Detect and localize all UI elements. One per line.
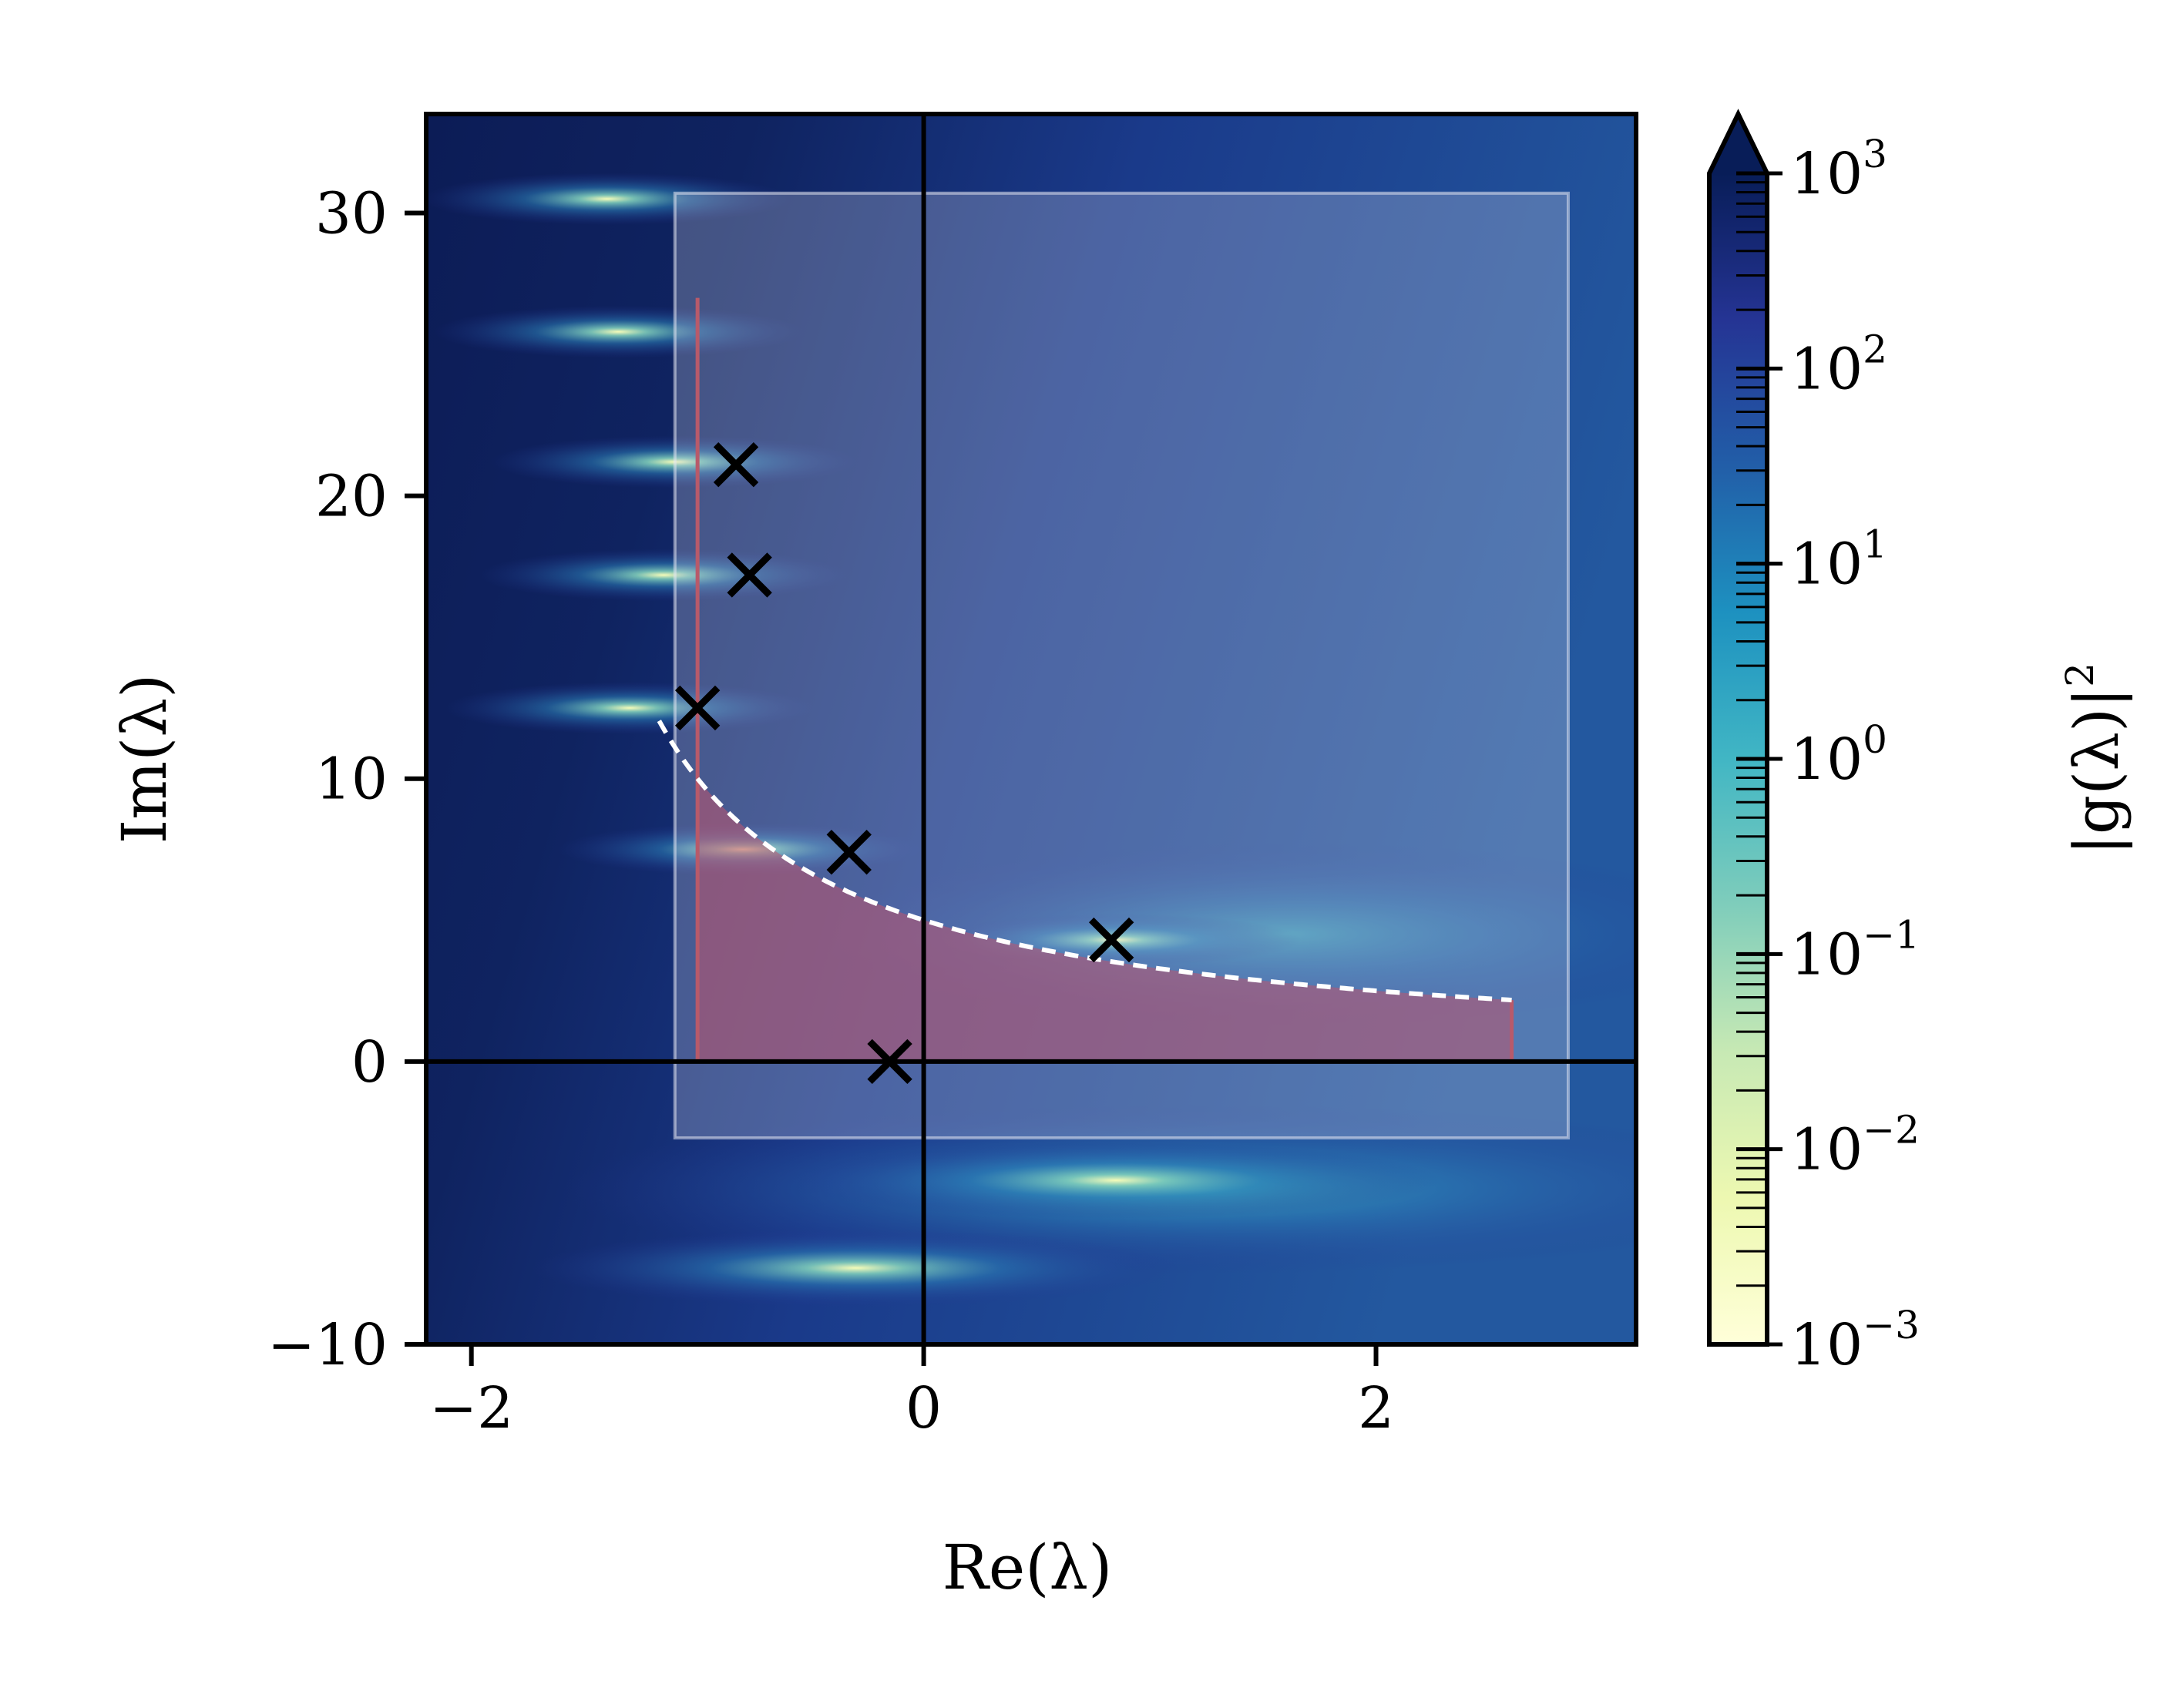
colorbar-label-text: |g(λ)| [2061,687,2132,855]
colorbar-tick-label: 10−2 [1790,1108,1920,1183]
y-axis-label: Im(λ) [109,674,180,844]
y-tick-label: 30 [315,180,388,247]
colorbar: 10−3 10−2 10−1 100 101 102 103 |g(λ)|2 [1707,109,2132,1378]
eigenvalue-markers [674,442,1134,1085]
heatmap-glows [426,173,1636,1307]
heatmap-bright-spot [532,1229,1180,1307]
heatmap-bright-spot [479,549,849,602]
heatmap-bright-spot [433,305,804,358]
eigenvalue-marker [867,1039,912,1085]
eigenvalue-marker [727,552,772,598]
y-tick-label: −10 [267,1312,388,1378]
y-tick-label: 0 [351,1029,388,1096]
colorbar-tick-label: 10−3 [1790,1303,1920,1378]
shaded-region-edge [695,297,1514,1062]
colorbar-tick-label: 10−1 [1790,912,1920,988]
x-axis-ticks: −2 0 2 [429,1344,1394,1441]
eigenvalue-marker [1088,917,1134,963]
x-tick-label: 2 [1358,1375,1394,1441]
heatmap-bright-spot [445,681,815,734]
shaded-region [697,778,1512,1062]
x-axis-label: Re(λ) [942,1532,1113,1603]
plot-area [426,114,1636,1344]
colorbar-tick-labels: 10−3 10−2 10−1 100 101 102 103 [1790,132,1920,1378]
eigenvalue-marker [826,830,872,875]
colorbar-label: |g(λ)|2 [2058,663,2132,855]
eigenvalue-marker [713,442,759,488]
colorbar-extend-arrow [1709,114,1767,173]
heatmap-bright-spot [426,173,792,226]
y-tick-label: 20 [315,464,388,530]
x-tick-label: 0 [906,1375,942,1441]
y-axis-ticks: −10 0 10 20 30 [267,180,426,1378]
colorbar-label-exponent: 2 [2058,663,2102,687]
colorbar-tick-label: 103 [1790,132,1887,207]
colorbar-tick-label: 101 [1790,522,1887,598]
colorbar-tick-label: 102 [1790,327,1887,402]
boundary-curve [657,720,1512,1003]
eigenvalue-marker [674,685,721,731]
x-tick-label: −2 [429,1375,513,1441]
plot-frame [424,112,1638,1347]
heatmap-bright-spot [792,1142,1440,1220]
colorbar-tick-label: 100 [1790,717,1887,793]
y-tick-label: 10 [315,747,388,813]
colorbar-ticks [1736,171,1782,1347]
